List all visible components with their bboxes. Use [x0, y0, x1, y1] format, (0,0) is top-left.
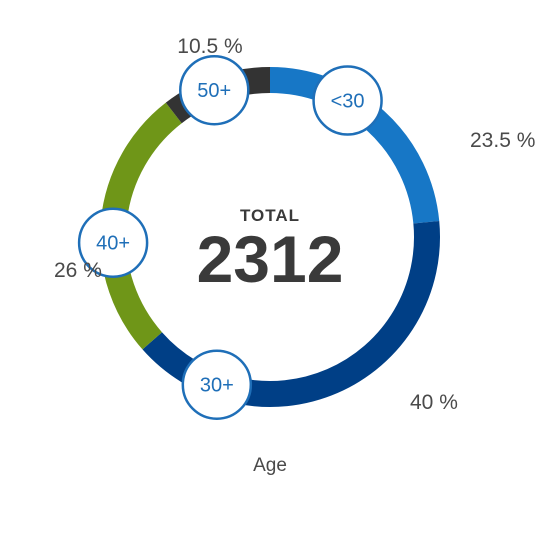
percentage-label: 40 %: [410, 391, 458, 414]
category-label: 40+: [96, 233, 130, 255]
category-marker: <30: [312, 65, 383, 136]
percentage-label: 23.5 %: [470, 129, 535, 152]
category-marker-circle: [312, 65, 383, 136]
category-label: 50+: [197, 80, 231, 102]
category-marker-circle: [181, 349, 253, 420]
category-markers: <30 30+ 40+ 50+: [77, 54, 383, 420]
category-label: <30: [331, 91, 365, 113]
category-marker: 30+: [181, 349, 253, 420]
category-marker-circle: [179, 54, 250, 126]
center-total: 2312: [197, 222, 344, 296]
percentage-label: 10.5 %: [177, 35, 242, 58]
axis-caption: Age: [253, 455, 287, 476]
center-title: TOTAL: [240, 206, 300, 225]
category-label: 30+: [200, 375, 234, 397]
percentage-label: 26 %: [54, 259, 102, 282]
percentage-labels: 23.5 % 40 % 26 % 10.5 %: [54, 35, 535, 414]
category-marker: 50+: [179, 54, 250, 126]
category-marker: 40+: [77, 207, 149, 278]
category-marker-circle: [77, 207, 149, 278]
